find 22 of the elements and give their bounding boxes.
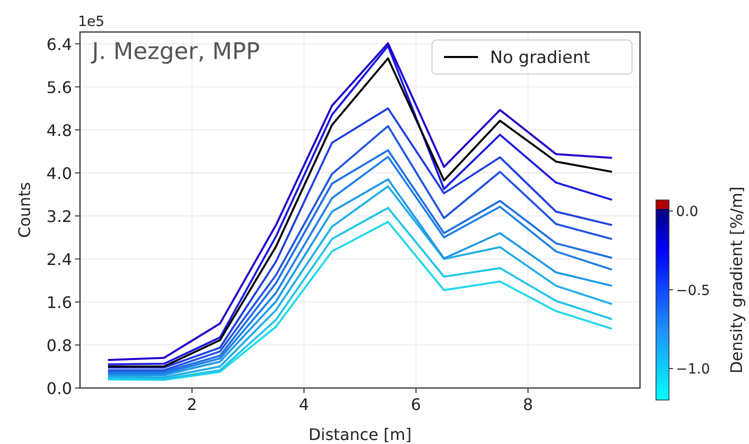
y-tick-label: 4.8 — [46, 120, 72, 140]
y-tick-label: 0.8 — [46, 336, 72, 355]
y-tick-label: 1.6 — [46, 292, 72, 312]
color-bar-label: −0.5 — [676, 282, 710, 299]
y-axis-title: Counts — [15, 182, 34, 238]
legend-label: No gradient — [490, 48, 590, 68]
color-bar-label: 0.0 — [676, 204, 698, 220]
x-axis-title: Distance [m] — [308, 425, 412, 444]
text: 1e5 — [78, 14, 104, 30]
y-tick-label: 3.2 — [46, 206, 72, 226]
x-tick-label: 4 — [298, 395, 310, 414]
color-bar-label: −1.0 — [676, 362, 710, 378]
annotation: J. Mezger, MPP — [90, 39, 260, 65]
x-tick-label: 6 — [410, 395, 422, 414]
y-tick-label: 5.6 — [46, 78, 72, 97]
y-tick-label: 4.0 — [46, 164, 72, 183]
x-tick-label: 8 — [522, 395, 534, 414]
y-tick-label: 2.4 — [46, 250, 72, 269]
y-tick-label: 0.0 — [46, 379, 72, 398]
color-bar-title: Density gradient [%/m] — [727, 186, 746, 374]
y-tick-label: 6.4 — [46, 34, 72, 54]
x-tick-label: 2 — [186, 395, 198, 414]
